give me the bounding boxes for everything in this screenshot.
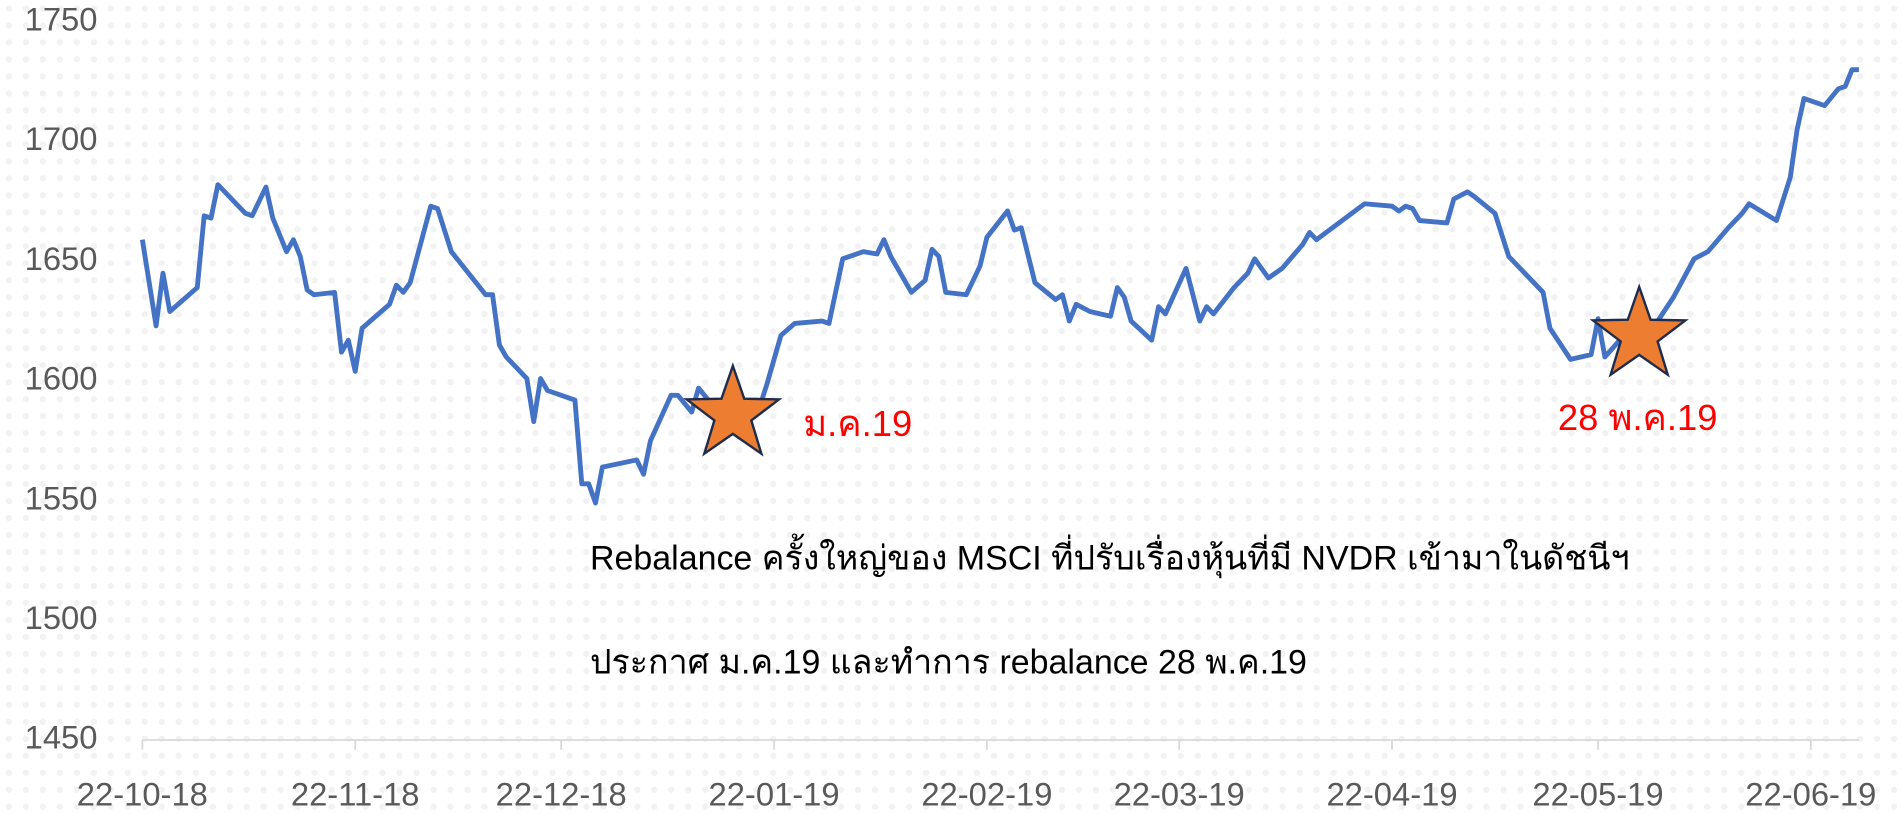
line-series — [139, 67, 1859, 506]
y-tick-label: 1700 — [25, 120, 98, 157]
x-tick-label: 22-02-19 — [921, 776, 1052, 813]
x-tick-label: 22-06-19 — [1745, 776, 1876, 813]
y-tick-label: 1500 — [25, 599, 98, 636]
x-tick-label: 22-01-19 — [708, 776, 839, 813]
x-tick-label: 22-05-19 — [1532, 776, 1663, 813]
x-tick-label: 22-11-18 — [291, 776, 420, 813]
x-tick-label: 22-12-18 — [496, 776, 627, 813]
annotation: ประกาศ ม.ค.19 และทำการ rebalance 28 พ.ค.… — [590, 644, 1307, 682]
annotation: Rebalance ครั้งใหญ่ของ MSCI ที่ปรับเรื่อ… — [590, 533, 1630, 578]
marker-label: 28 พ.ค.19 — [1558, 397, 1718, 438]
y-tick-label: 1550 — [25, 479, 98, 516]
star-marker — [683, 362, 783, 457]
y-tick-label: 1750 — [25, 0, 98, 37]
x-tick-label: 22-03-19 — [1114, 776, 1245, 813]
x-tick-label: 22-04-19 — [1326, 776, 1457, 813]
star-marker — [1589, 283, 1689, 378]
x-tick-label: 22-10-18 — [77, 776, 208, 813]
y-tick-label: 1450 — [25, 719, 98, 756]
marker-label: ม.ค.19 — [803, 403, 912, 444]
y-tick-label: 1600 — [25, 360, 98, 397]
y-tick-label: 1650 — [25, 240, 98, 277]
